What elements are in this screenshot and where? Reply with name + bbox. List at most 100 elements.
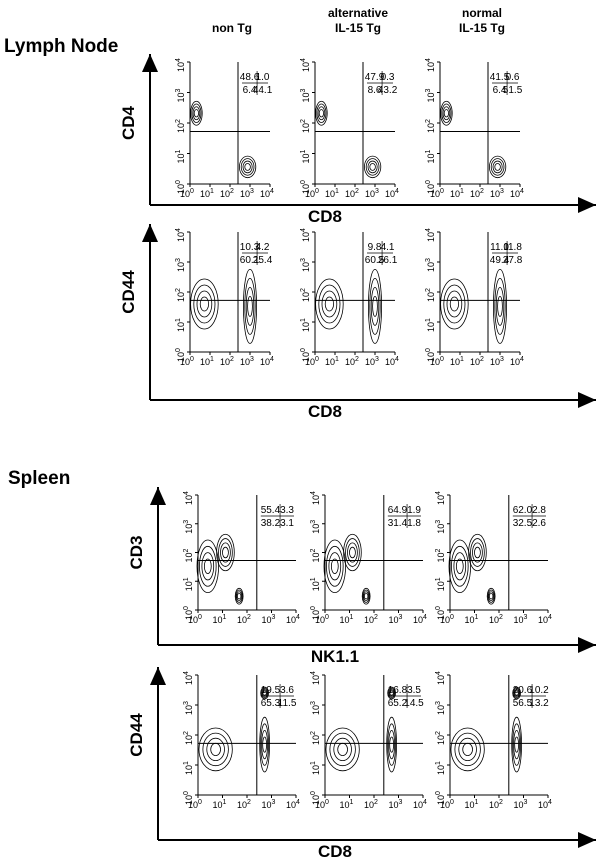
contour — [462, 742, 473, 756]
quadrant-percentage: 55.4 — [261, 505, 281, 516]
tick-base: 10 — [301, 62, 311, 72]
tick-exp: 1 — [350, 799, 354, 806]
y-tick-label: 103 — [425, 88, 436, 102]
tick-base: 10 — [311, 705, 321, 715]
quadrant-percentage: 13.2 — [529, 698, 549, 709]
contour — [470, 538, 485, 567]
tick-base: 10 — [389, 615, 399, 625]
tick-exp: 1 — [460, 188, 464, 195]
tick-exp: 3 — [435, 520, 442, 524]
tick-base: 10 — [426, 92, 436, 102]
tick-exp: 4 — [183, 671, 190, 675]
x-tick-label: 103 — [262, 614, 276, 625]
y-tick-label: 103 — [183, 520, 194, 534]
quadrant-percentage: 16.8 — [388, 685, 408, 696]
tick-exp: 0 — [190, 188, 194, 195]
y-tick-label: 100 — [310, 791, 321, 805]
contour — [259, 716, 270, 773]
y-axis-label: CD44 — [127, 713, 146, 757]
y-tick-label: 101 — [310, 577, 321, 591]
y-tick-label: 102 — [183, 548, 194, 562]
tick-base: 10 — [490, 357, 500, 367]
contour — [191, 103, 202, 123]
tick-base: 10 — [489, 615, 499, 625]
y-tick-label: 103 — [425, 258, 436, 272]
x-tick-label: 100 — [430, 356, 444, 367]
tick-base: 10 — [426, 262, 436, 272]
tick-exp: 1 — [435, 761, 442, 765]
tick-base: 10 — [345, 357, 355, 367]
contour — [363, 591, 370, 602]
section-title: Spleen — [8, 468, 70, 489]
tick-base: 10 — [176, 123, 186, 133]
x-tick-label: 100 — [315, 799, 329, 810]
tick-base: 10 — [430, 357, 440, 367]
contour — [514, 736, 520, 753]
tick-base: 10 — [436, 705, 446, 715]
contour — [324, 296, 334, 312]
x-tick-label: 104 — [538, 799, 552, 810]
tick-exp: 3 — [183, 520, 190, 524]
contour — [364, 593, 369, 600]
contour — [487, 589, 495, 603]
tick-base: 10 — [176, 184, 186, 194]
y-tick-label: 103 — [175, 258, 186, 272]
column-header: IL-15 Tg — [335, 21, 381, 35]
tick-base: 10 — [514, 800, 524, 810]
tick-base: 10 — [301, 322, 311, 332]
column-header: normal — [462, 6, 502, 20]
quadrant-percentage: 20.6 — [513, 685, 533, 696]
x-tick-label: 100 — [315, 614, 329, 625]
x-tick-label: 103 — [389, 614, 403, 625]
contour — [468, 533, 487, 572]
tick-exp: 1 — [223, 799, 227, 806]
y-tick-label: 100 — [183, 791, 194, 805]
contour — [388, 729, 396, 760]
y-tick-label: 100 — [310, 606, 321, 620]
contour — [443, 109, 449, 118]
contour — [220, 542, 231, 563]
contour — [514, 690, 519, 696]
contour — [330, 558, 339, 575]
quadrant-percentage: 14.5 — [404, 698, 424, 709]
tick-base: 10 — [301, 352, 311, 362]
tick-exp: 0 — [450, 614, 454, 621]
y-tick-label: 103 — [435, 520, 446, 534]
contour — [490, 158, 505, 176]
x-tick-label: 101 — [213, 614, 227, 625]
x-tick-label: 103 — [365, 356, 379, 367]
tick-base: 10 — [311, 495, 321, 505]
tick-exp: 3 — [425, 88, 432, 92]
column-header: alternative — [328, 6, 388, 20]
tick-exp: 2 — [310, 731, 317, 735]
tick-exp: 2 — [300, 119, 307, 123]
tick-base: 10 — [311, 795, 321, 805]
y-tick-label: 101 — [425, 318, 436, 332]
x-tick-label: 101 — [450, 356, 464, 367]
tick-exp: 1 — [475, 614, 479, 621]
tick-base: 10 — [301, 232, 311, 242]
contour — [388, 689, 395, 697]
tick-base: 10 — [436, 765, 446, 775]
contour — [196, 290, 213, 318]
tick-exp: 2 — [355, 188, 359, 195]
tick-exp: 2 — [355, 356, 359, 363]
tick-exp: 2 — [480, 356, 484, 363]
tick-base: 10 — [365, 357, 375, 367]
contour — [315, 100, 328, 126]
y-tick-label: 101 — [435, 577, 446, 591]
tick-base: 10 — [200, 189, 210, 199]
quadrant-percentage: 11.5 — [278, 698, 297, 709]
tick-exp: 1 — [175, 318, 182, 322]
tick-base: 10 — [311, 552, 321, 562]
tick-base: 10 — [426, 184, 436, 194]
tick-base: 10 — [301, 184, 311, 194]
y-tick-label: 104 — [425, 228, 436, 242]
tick-base: 10 — [311, 610, 321, 620]
contour — [333, 737, 352, 762]
tick-exp: 4 — [296, 614, 300, 621]
x-tick-label: 104 — [385, 356, 399, 367]
tick-base: 10 — [345, 189, 355, 199]
tick-base: 10 — [426, 352, 436, 362]
tick-base: 10 — [240, 189, 250, 199]
